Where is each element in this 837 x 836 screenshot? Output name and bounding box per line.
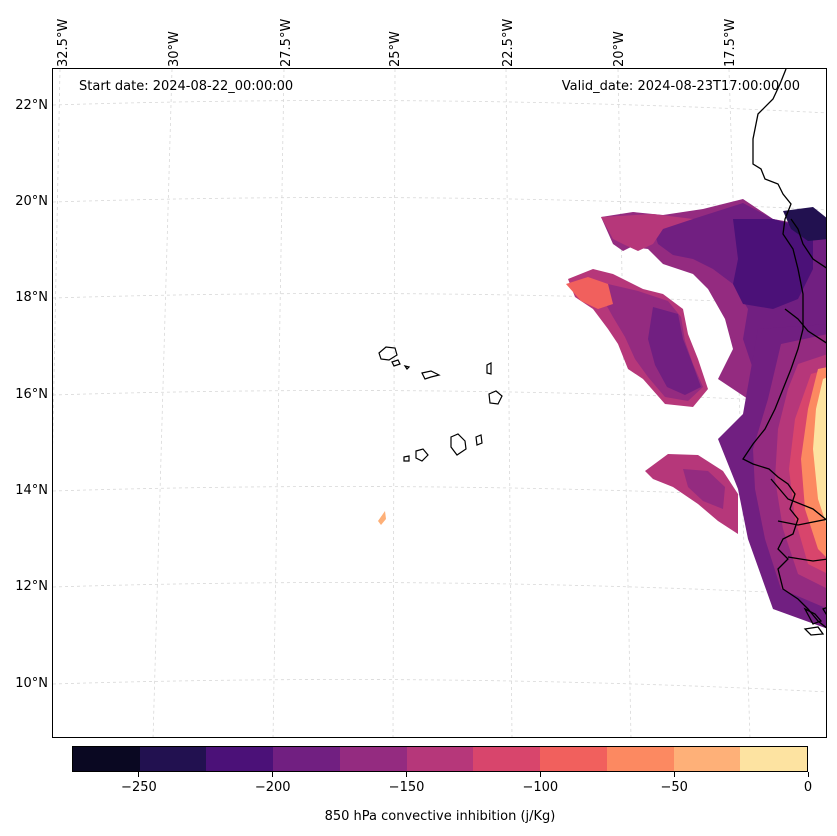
gridline-lat-14n — [53, 486, 826, 500]
lat-label-20n: 20°N — [15, 194, 48, 209]
cape-verde-islands — [378, 346, 503, 462]
border-mauritania-inland — [790, 218, 826, 269]
colorbar-tick — [807, 772, 809, 777]
island-sal — [486, 362, 492, 375]
coastline-bissagos-c — [822, 607, 826, 616]
colorbar-segment — [606, 747, 674, 771]
colorbar-segment — [540, 747, 607, 771]
lat-label-12n: 12°N — [15, 579, 48, 594]
island-sao-vicente — [391, 359, 401, 367]
lon-label-22-5w: 22.5°W — [501, 18, 516, 67]
lat-label-10n: 10°N — [15, 676, 48, 691]
colorbar-segment — [473, 747, 541, 771]
cin-band-north-edge — [601, 214, 693, 251]
colorbar-tick — [272, 772, 274, 777]
colorbar-tick-label: −150 — [388, 780, 425, 795]
colorbar-tick-label: −100 — [522, 780, 559, 795]
lon-label-27-5w: 27.5°W — [279, 18, 294, 67]
lat-label-22n: 22°N — [15, 98, 48, 113]
island-fogo — [415, 448, 429, 462]
colorbar-tick — [406, 772, 408, 777]
gridline-lat-16n — [53, 390, 826, 404]
gridline-lon-25w — [392, 69, 396, 737]
gridlines — [53, 69, 826, 737]
island-maio — [475, 434, 483, 446]
cin-south-blob-outer — [645, 454, 738, 534]
border-senegal-gambia-north — [770, 478, 826, 521]
lon-label-30w: 30°W — [167, 31, 182, 67]
island-sao-nicolau — [421, 370, 441, 380]
gridline-lon-22-5w — [505, 69, 513, 737]
cin-contours — [378, 199, 826, 629]
cin-small-patch — [378, 511, 386, 525]
gridline-lon-32-5w — [53, 69, 61, 451]
border-mauritania-senegal-river — [784, 308, 826, 344]
island-brava — [403, 455, 410, 462]
cin-band-diag-edge — [566, 277, 613, 309]
lon-label-17-5w: 17.5°W — [723, 18, 738, 67]
gridline-lat-22n — [53, 100, 826, 114]
colorbar-label: 850 hPa convective inhibition (j/Kg) — [324, 809, 556, 824]
coastline-bissagos-b — [803, 626, 825, 636]
colorbar-tick — [673, 772, 675, 777]
cin-band-diag-inner — [648, 307, 701, 395]
map-panel[interactable]: Start date: 2024-08-22_00:00:00 Valid_da… — [52, 68, 827, 738]
start-date-label: Start date: 2024-08-22_00:00:00 — [79, 79, 294, 94]
colorbar — [72, 746, 808, 772]
colorbar-tick — [138, 772, 140, 777]
gridline-lat-10n — [53, 679, 826, 693]
lon-label-32-5w: 32.5°W — [56, 18, 71, 67]
colorbar-tick-label: −250 — [121, 780, 157, 795]
gridline-lon-30w — [152, 69, 173, 737]
coastline-mauritania-senegal — [742, 69, 826, 629]
border-senegal-guinea-bissau — [787, 556, 826, 562]
lon-label-20w: 20°W — [612, 31, 627, 67]
map-canvas — [53, 69, 826, 737]
island-santa-luzia — [403, 365, 411, 370]
valid-date-label: Valid_date: 2024-08-23T17:00:00.00 — [561, 79, 800, 94]
cin-coast-light — [813, 377, 826, 523]
lat-label-14n: 14°N — [15, 483, 48, 498]
gridline-lon-17-5w — [728, 69, 751, 737]
colorbar-tick-label: −50 — [660, 780, 688, 795]
colorbar-segment — [406, 747, 474, 771]
lat-label-18n: 18°N — [15, 290, 48, 305]
gridline-lon-27-5w — [272, 69, 285, 737]
colorbar-segment — [139, 747, 207, 771]
cin-band-north-core — [783, 207, 826, 241]
colorbar-tick — [539, 772, 541, 777]
gridline-lat-20n — [53, 197, 826, 211]
colorbar-tick-label: −200 — [254, 780, 291, 795]
colorbar-tick-label: 0 — [803, 780, 813, 795]
colorbar-segment — [339, 747, 407, 771]
colorbar-segment — [273, 747, 340, 771]
africa-coastline — [742, 69, 826, 636]
lat-label-16n: 16°N — [15, 387, 48, 402]
gridline-lat-12n — [53, 582, 826, 596]
island-boa-vista — [488, 390, 503, 405]
cin-south-blob-inner — [683, 469, 725, 509]
colorbar-segment — [673, 747, 741, 771]
island-santiago — [450, 433, 467, 456]
gridline-lat-18n — [53, 293, 826, 307]
border-gambia-south — [777, 518, 826, 526]
island-santo-antao — [378, 346, 398, 361]
cin-band-north-inner — [733, 219, 813, 309]
coastline-bissagos-a — [803, 607, 823, 625]
colorbar-segment — [73, 747, 140, 771]
colorbar-segment — [740, 747, 808, 771]
colorbar-segment — [206, 747, 274, 771]
lon-label-25w: 25°W — [388, 31, 403, 67]
gridline-lon-20w — [617, 69, 632, 737]
